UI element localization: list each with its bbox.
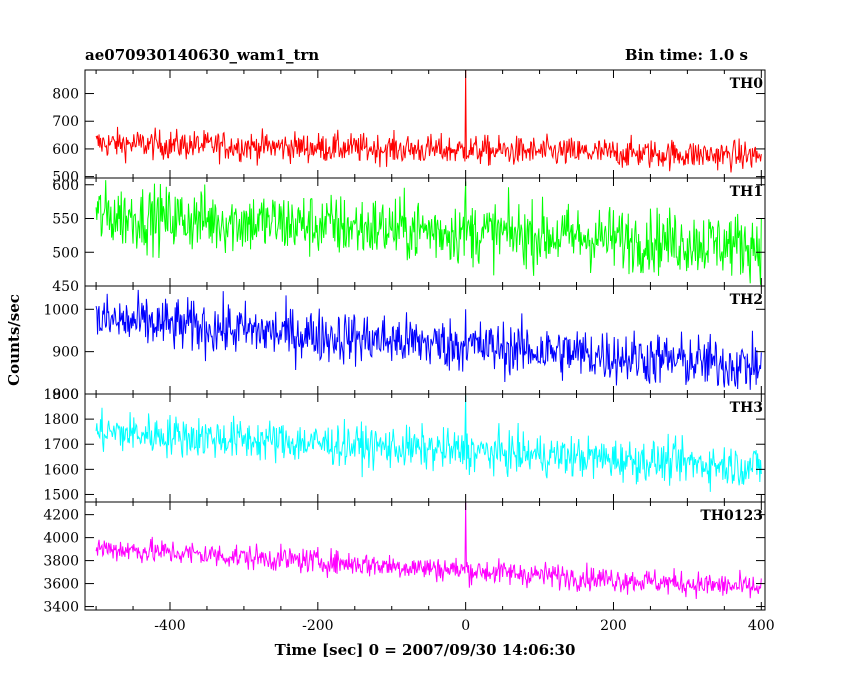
series-line-th0 xyxy=(95,70,762,173)
panel-label-th0: TH0 xyxy=(730,76,764,92)
panel-frame xyxy=(84,501,766,611)
panel-th3: 1500 1600 1700 1800 1900 TH3 xyxy=(43,387,766,503)
y-tick-label: 1500 xyxy=(43,487,79,503)
y-axis-label: Counts/sec xyxy=(5,294,23,386)
panel-label-th2: TH2 xyxy=(730,292,763,308)
x-tick-label: 400 xyxy=(748,618,775,634)
series-line-th1 xyxy=(95,180,762,285)
panel-th0: 500 600 700 800 TH0 xyxy=(52,69,766,186)
x-tick-label: 200 xyxy=(600,618,627,634)
y-tick-label: 600 xyxy=(52,178,79,194)
panel-label-th1: TH1 xyxy=(730,184,763,200)
y-tick-label: 600 xyxy=(52,142,79,158)
x-tick-label: 0 xyxy=(461,618,470,634)
series-line-th3 xyxy=(95,395,762,492)
y-tick-label: 3800 xyxy=(43,554,79,570)
panel-th2: 800 900 1000 TH2 xyxy=(43,285,766,403)
series-line-th0123 xyxy=(95,502,762,599)
y-tick-label: 3400 xyxy=(43,600,79,616)
chart-title: ae070930140630_wam1_trn xyxy=(85,46,319,64)
y-tick-label: 1600 xyxy=(43,462,79,478)
y-tick-label: 550 xyxy=(52,212,79,228)
y-tick-label: 450 xyxy=(52,279,79,295)
y-tick-label: 900 xyxy=(52,345,79,361)
y-tick-label: 1000 xyxy=(43,302,79,318)
x-axis-label: Time [sec] 0 = 2007/09/30 14:06:30 xyxy=(275,641,576,659)
y-tick-label: 700 xyxy=(52,114,79,130)
y-tick-label: 4000 xyxy=(43,531,79,547)
y-tick-label: 500 xyxy=(52,245,79,261)
panel-label-th0123: TH0123 xyxy=(700,508,763,524)
x-axis: -400 -200 0 200 400 xyxy=(154,618,774,634)
y-tick-label: 1900 xyxy=(43,387,79,403)
bin-time-label: Bin time: 1.0 s xyxy=(625,46,748,64)
y-tick-label: 1800 xyxy=(43,412,79,428)
panel-label-th3: TH3 xyxy=(730,400,763,416)
y-tick-label: 4200 xyxy=(43,508,79,524)
y-tick-label: 800 xyxy=(52,87,79,103)
y-tick-label: 3600 xyxy=(43,577,79,593)
panel-th0123: 3400 3600 3800 4000 4200 TH0123 xyxy=(43,501,766,616)
y-tick-label: 1700 xyxy=(43,437,79,453)
y-tick-label: 800 xyxy=(52,387,79,403)
x-tick-label: -400 xyxy=(154,618,185,634)
panel-th1: 450 500 550 600 TH1 xyxy=(52,177,766,295)
y-tick-label: 500 xyxy=(52,170,79,186)
x-tick-label: -200 xyxy=(302,618,333,634)
series-line-th2 xyxy=(95,289,762,390)
